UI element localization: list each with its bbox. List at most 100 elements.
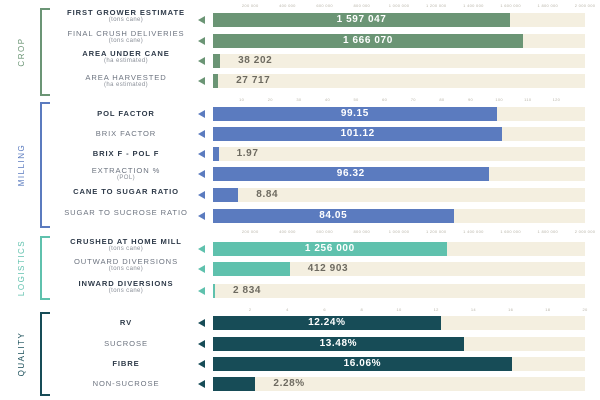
- fibre-pointer-icon: [198, 360, 205, 368]
- logistics-group-bracket: [40, 236, 50, 300]
- milling-bracket-cap: [40, 102, 50, 104]
- non-sucrose-row-label: NON-SUCROSE: [56, 380, 196, 388]
- logistics-axis-tick-label: 600 000: [316, 229, 333, 234]
- outward-diversions-row-label: OUTWARD DIVERSIONS (tons cane): [56, 258, 196, 272]
- area-under-cane-row-label: AREA UNDER CANE (ha estimated): [56, 50, 196, 64]
- brix-f-pol-f-bar: [213, 147, 219, 161]
- rv-row-label: RV: [56, 319, 196, 327]
- outward-diversions-pointer-icon: [198, 265, 205, 273]
- logistics-bracket-cap: [40, 298, 50, 300]
- crop-axis-tick-label: 1 600 000: [500, 3, 521, 8]
- crushed-at-home-mill-label-text: CRUSHED AT HOME MILL: [70, 237, 182, 246]
- sugar-to-sucrose-ratio-value-label: 84.05: [319, 210, 348, 221]
- inward-diversions-bar-track: [213, 284, 585, 298]
- first-grower-estimate-bar: [213, 13, 511, 27]
- non-sucrose-value-label: 2.28%: [273, 378, 305, 389]
- quality-axis-tick-label: 6: [323, 307, 326, 312]
- milling-group-title: MILLING: [17, 143, 26, 187]
- rv-value-label: 12.24%: [308, 317, 346, 328]
- non-sucrose-label-text: NON-SUCROSE: [92, 379, 160, 388]
- first-grower-estimate-pointer-icon: [198, 16, 205, 24]
- final-crush-deliveries-label-text: FINAL CRUSH DELIVERIES: [67, 29, 185, 38]
- first-grower-estimate-label-unit: (tons cane): [108, 16, 144, 23]
- inward-diversions-row-label: INWARD DIVERSIONS (tons cane): [56, 280, 196, 294]
- crop-axis-tick-label: 1 000 000: [388, 3, 410, 8]
- area-under-cane-label-text: AREA UNDER CANE: [82, 49, 170, 58]
- final-crush-deliveries-pointer-icon: [198, 37, 205, 45]
- first-grower-estimate-row-label: FIRST GROWER ESTIMATE (tons cane): [56, 9, 196, 23]
- extraction-row-label: EXTRACTION % (POL): [56, 167, 196, 181]
- quality-axis-tick-label: 8: [360, 307, 364, 312]
- area-harvested-label-unit: (ha estimated): [104, 81, 148, 88]
- crop-axis-tick-label: 400 000: [279, 3, 296, 8]
- crop-axis-tick-label: 1 400 000: [463, 3, 484, 8]
- first-grower-estimate-value-label: 1 597 047: [336, 14, 387, 25]
- quality-axis-tick-label: 18: [545, 307, 551, 312]
- crop-axis-tick-label: 800 000: [353, 3, 371, 8]
- fibre-value-label: 16.06%: [343, 358, 382, 369]
- area-under-cane-bar: [213, 54, 221, 68]
- non-sucrose-pointer-icon: [198, 380, 205, 388]
- final-crush-deliveries-bar: [213, 34, 523, 48]
- sucrose-label-text: SUCROSE: [104, 339, 148, 348]
- logistics-axis-tick-label: 1 600 000: [500, 229, 521, 234]
- crop-group-bracket: [40, 8, 50, 96]
- logistics-axis-tick-label: 1 000 000: [388, 229, 410, 234]
- cane-to-sugar-ratio-pointer-icon: [198, 191, 205, 199]
- sugar-to-sucrose-ratio-pointer-icon: [198, 212, 205, 220]
- final-crush-deliveries-label-unit: (tons cane): [108, 37, 144, 44]
- milling-axis-tick-label: 70: [410, 97, 416, 102]
- pol-factor-bar: [213, 107, 497, 121]
- brix-factor-pointer-icon: [198, 130, 205, 138]
- sugar-to-sucrose-ratio-row-label: SUGAR TO SUCROSE RATIO: [56, 209, 196, 217]
- pol-factor-value-label: 99.15: [340, 108, 369, 119]
- milling-axis-tick-label: 30: [296, 97, 302, 102]
- quality-axis-tick-label: 20: [582, 307, 588, 312]
- extraction-label-unit: (POL): [116, 174, 135, 181]
- extraction-bar: [213, 167, 489, 181]
- milling-axis-tick-label: 90: [468, 97, 474, 102]
- logistics-bracket-cap: [40, 236, 50, 238]
- quality-axis-tick-label: 14: [470, 307, 476, 312]
- sugar-to-sucrose-ratio-bar: [213, 209, 454, 223]
- crop-group-title: CROP: [17, 37, 26, 67]
- area-under-cane-value-label: 38 202: [238, 55, 273, 66]
- logistics-axis-tick-label: 400 000: [279, 229, 296, 234]
- logistics-axis-tick-label: 200 000: [241, 229, 259, 234]
- rv-pointer-icon: [198, 319, 205, 327]
- brix-f-pol-f-value-label: 1.97: [236, 148, 259, 159]
- cane-to-sugar-ratio-bar: [213, 188, 239, 202]
- pol-factor-row-label: POL FACTOR: [56, 110, 196, 118]
- crop-axis-tick-label: 2 000 000: [574, 3, 596, 8]
- brix-f-pol-f-label-text: BRIX F - POL F: [92, 149, 160, 158]
- area-harvested-value-label: 27 717: [236, 75, 271, 86]
- quality-bracket-cap: [40, 394, 50, 396]
- area-harvested-bar-track: [213, 74, 585, 88]
- crop-axis-tick-label: 1 200 000: [425, 3, 447, 8]
- milling-axis-tick-label: 50: [353, 97, 359, 102]
- milling-axis-tick-label: 80: [439, 97, 445, 102]
- brix-factor-label-text: BRIX FACTOR: [95, 129, 157, 138]
- rv-label-text: RV: [119, 318, 133, 327]
- fibre-label-text: FIBRE: [112, 359, 140, 368]
- inward-diversions-label-unit: (tons cane): [108, 287, 144, 294]
- milling-bracket-cap: [40, 226, 50, 228]
- logistics-axis-tick-label: 1 200 000: [425, 229, 447, 234]
- logistics-axis-tick-label: 2 000 000: [574, 229, 596, 234]
- area-under-cane-label-unit: (ha estimated): [104, 57, 148, 64]
- logistics-group-title: LOGISTICS: [17, 239, 26, 297]
- inward-diversions-value-label: 2 834: [233, 285, 262, 296]
- sucrose-value-label: 13.48%: [319, 338, 358, 349]
- area-harvested-row-label: AREA HARVESTED (ha estimated): [56, 74, 196, 88]
- area-harvested-pointer-icon: [198, 77, 205, 85]
- cane-to-sugar-ratio-value-label: 8.84: [256, 189, 279, 200]
- inward-diversions-label-text: INWARD DIVERSIONS: [78, 279, 174, 288]
- quality-group-title: QUALITY: [17, 331, 26, 377]
- milling-axis-tick-label: 120: [552, 97, 561, 102]
- inward-diversions-bar: [213, 284, 215, 298]
- area-under-cane-pointer-icon: [198, 57, 205, 65]
- crushed-at-home-mill-label-unit: (tons cane): [108, 245, 144, 252]
- crop-axis-tick-label: 1 800 000: [537, 3, 559, 8]
- logistics-axis-tick-label: 1 800 000: [537, 229, 559, 234]
- inward-diversions-pointer-icon: [198, 287, 205, 295]
